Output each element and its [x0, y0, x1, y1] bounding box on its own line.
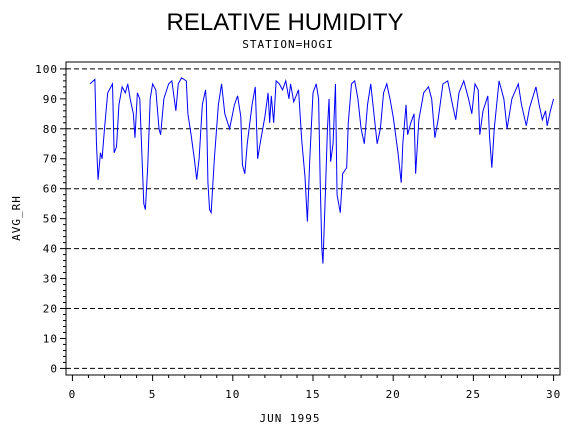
chart-title: RELATIVE HUMIDITY [167, 9, 404, 36]
x-tick-label: 25 [466, 388, 481, 401]
x-tick-label: 15 [305, 388, 320, 401]
y-tick-label: 10 [43, 332, 58, 345]
x-tick-label: 30 [546, 388, 561, 401]
x-tick-label: 20 [386, 388, 401, 401]
y-tick-label: 50 [43, 213, 58, 226]
x-axis-label: JUN 1995 [260, 412, 321, 425]
x-tick-label: 5 [149, 388, 157, 401]
chart-subtitle: STATION=HOGI [242, 38, 333, 51]
y-tick-label: 70 [43, 153, 58, 166]
y-tick-label: 90 [43, 93, 58, 106]
data-line [89, 77, 555, 264]
y-tick-label: 20 [43, 303, 58, 316]
y-tick-label: 60 [43, 183, 58, 196]
y-tick-label: 30 [43, 273, 58, 286]
y-axis-label: AVG_RH [10, 195, 23, 241]
y-tick-label: 80 [43, 123, 58, 136]
y-tick-label: 100 [35, 63, 58, 76]
x-tick-label: 10 [225, 388, 240, 401]
y-tick-label: 0 [50, 362, 58, 375]
x-tick-label: 0 [69, 388, 77, 401]
y-tick-label: 40 [43, 243, 58, 256]
